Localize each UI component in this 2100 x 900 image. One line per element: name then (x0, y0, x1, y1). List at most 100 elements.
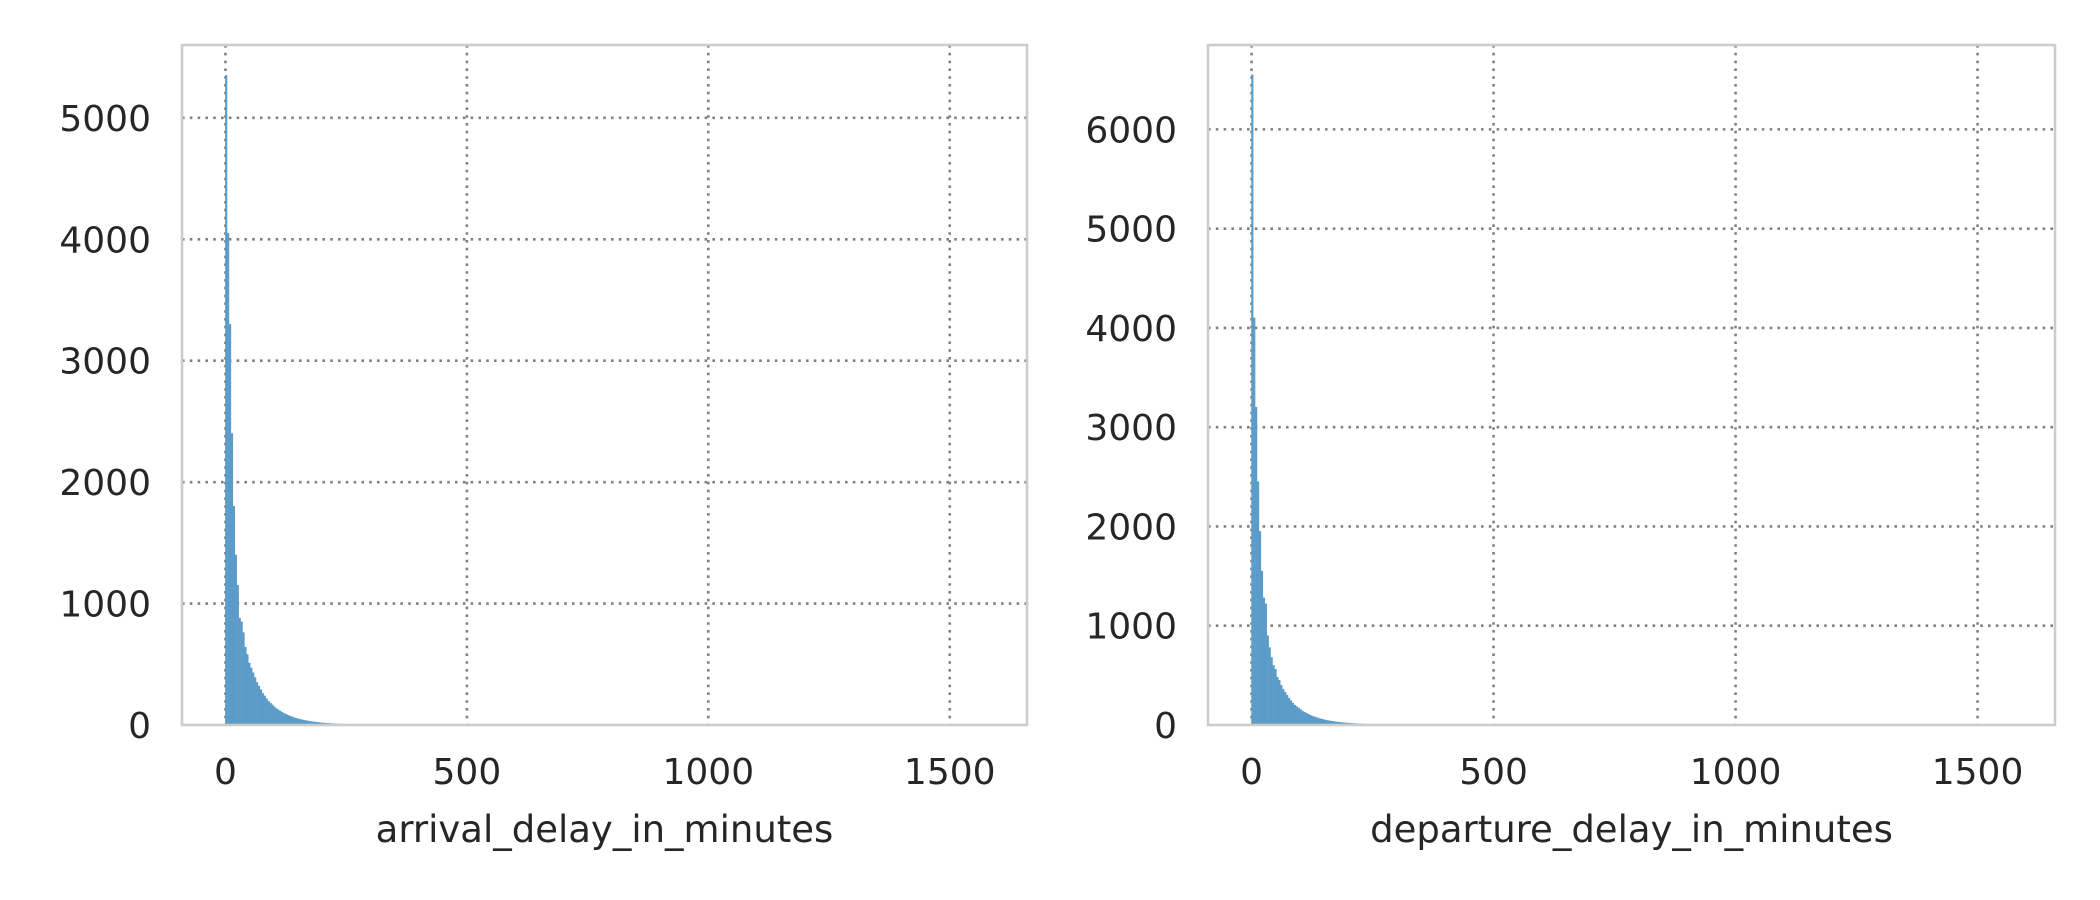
histogram-bar (1255, 407, 1258, 726)
histogram-bar (244, 646, 247, 726)
histogram-bar (1253, 317, 1256, 726)
x-tick-label: 1500 (1932, 752, 2024, 793)
histogram-bar (1274, 669, 1277, 726)
histogram-bars (225, 75, 518, 726)
histogram-bar (1251, 74, 1254, 726)
histogram-bar (1305, 712, 1308, 726)
histogram-bar (273, 706, 276, 726)
y-tick-label: 5000 (59, 99, 151, 140)
histogram-bar (252, 672, 255, 726)
histogram-bar (230, 433, 234, 726)
plot-frame (1206, 43, 2057, 727)
x-tick-label: 1000 (1690, 752, 1782, 793)
y-tick-label: 5000 (1085, 210, 1177, 251)
y-tick-labels: 0 1000 2000 3000 4000 5000 6000 (1085, 110, 1177, 747)
histogram-bar (1262, 597, 1266, 726)
y-tick-label: 4000 (1085, 309, 1177, 350)
y-tick-label: 2000 (1085, 507, 1177, 548)
histogram-bar (1280, 684, 1283, 726)
histogram-bar (1278, 680, 1281, 726)
histogram-bar (1288, 697, 1291, 726)
histogram-bar (1299, 709, 1302, 726)
y-tick-label: 3000 (59, 342, 151, 383)
histogram-bar (234, 554, 237, 726)
histogram-bar (254, 677, 257, 726)
histogram-bar (1284, 691, 1287, 726)
histogram-bar (267, 701, 270, 726)
histogram-bar (232, 506, 236, 726)
x-tick-label: 500 (1459, 752, 1528, 793)
y-tick-label: 1000 (59, 585, 151, 626)
y-tick-label: 1000 (1085, 607, 1177, 648)
x-axis-label: departure_delay_in_minutes (1370, 808, 1893, 851)
histogram-bar (286, 714, 290, 726)
histogram-bar (1282, 688, 1285, 726)
histogram-bar (1257, 481, 1260, 726)
histogram-bar (1289, 700, 1293, 726)
histogram-bar (1301, 710, 1304, 726)
subplot-departure-delay: 0 500 1000 1500 0 1000 2000 3000 4000 5000 6000 d… (1085, 43, 2057, 851)
histogram-bar (1259, 531, 1262, 726)
histogram-bar (1286, 694, 1289, 726)
histogram-bar (1309, 714, 1312, 726)
histogram-bar (1291, 702, 1295, 726)
histogram-bar (269, 702, 272, 726)
histogram-bar (1307, 713, 1310, 726)
histogram-bar (227, 232, 230, 726)
histogram-bar (257, 685, 261, 726)
histogram-bar (283, 713, 286, 726)
x-tick-label: 500 (433, 752, 502, 793)
histogram-bar (225, 75, 228, 726)
y-tick-label: 3000 (1085, 408, 1177, 449)
histogram-bar (250, 667, 253, 726)
y-tick-label: 6000 (1085, 110, 1177, 151)
grid-lines (182, 45, 1027, 725)
histogram-bar (248, 662, 251, 726)
grid-lines (1208, 45, 2055, 725)
histogram-bar (246, 654, 249, 726)
histogram-bar (279, 710, 282, 726)
histogram-bar (1264, 603, 1267, 726)
histogram-bar (285, 714, 288, 726)
y-tick-label: 0 (128, 706, 151, 747)
histogram-bar (1297, 707, 1300, 726)
subplot-arrival-delay: 0 500 1000 1500 0 1000 2000 3000 4000 5000 arriv… (59, 43, 1029, 851)
histogram-bar (1295, 706, 1298, 726)
x-tick-labels: 0 500 1000 1500 (214, 752, 996, 793)
histogram-bar (238, 617, 241, 726)
histogram-bar (265, 698, 268, 726)
y-tick-label: 2000 (59, 463, 151, 504)
x-tick-label: 1000 (663, 752, 755, 793)
x-axis-label: arrival_delay_in_minutes (376, 808, 834, 851)
y-tick-label: 0 (1154, 706, 1177, 747)
histogram-bar (1293, 704, 1296, 726)
histogram-bar (1260, 570, 1264, 726)
x-tick-labels: 0 500 1000 1500 (1240, 752, 2023, 793)
y-tick-label: 4000 (59, 220, 151, 261)
histogram-bar (261, 693, 264, 726)
histogram-bar (240, 621, 243, 726)
histogram-bar (271, 704, 274, 726)
histogram-bar (1276, 677, 1279, 726)
histogram-bar (1268, 647, 1271, 726)
histogram-bar (263, 695, 266, 726)
histogram-bar (281, 711, 284, 726)
histogram-bar (1303, 711, 1306, 726)
histogram-bars (1251, 74, 1544, 726)
histogram-bar (256, 682, 259, 726)
histogram-bar (288, 715, 292, 726)
histogram-bar (236, 585, 239, 726)
histogram-bar (1272, 665, 1275, 726)
x-tick-label: 0 (214, 752, 237, 793)
x-tick-label: 0 (1240, 752, 1263, 793)
histogram-bar (275, 708, 278, 726)
histogram-bar (277, 709, 280, 726)
histogram-bar (242, 632, 245, 726)
x-tick-label: 1500 (904, 752, 996, 793)
histogram-bar (229, 323, 232, 726)
plot-frame (180, 43, 1029, 727)
histogram-bar (1270, 657, 1273, 726)
histogram-bar (259, 689, 263, 726)
histogram-bar (1311, 715, 1314, 726)
